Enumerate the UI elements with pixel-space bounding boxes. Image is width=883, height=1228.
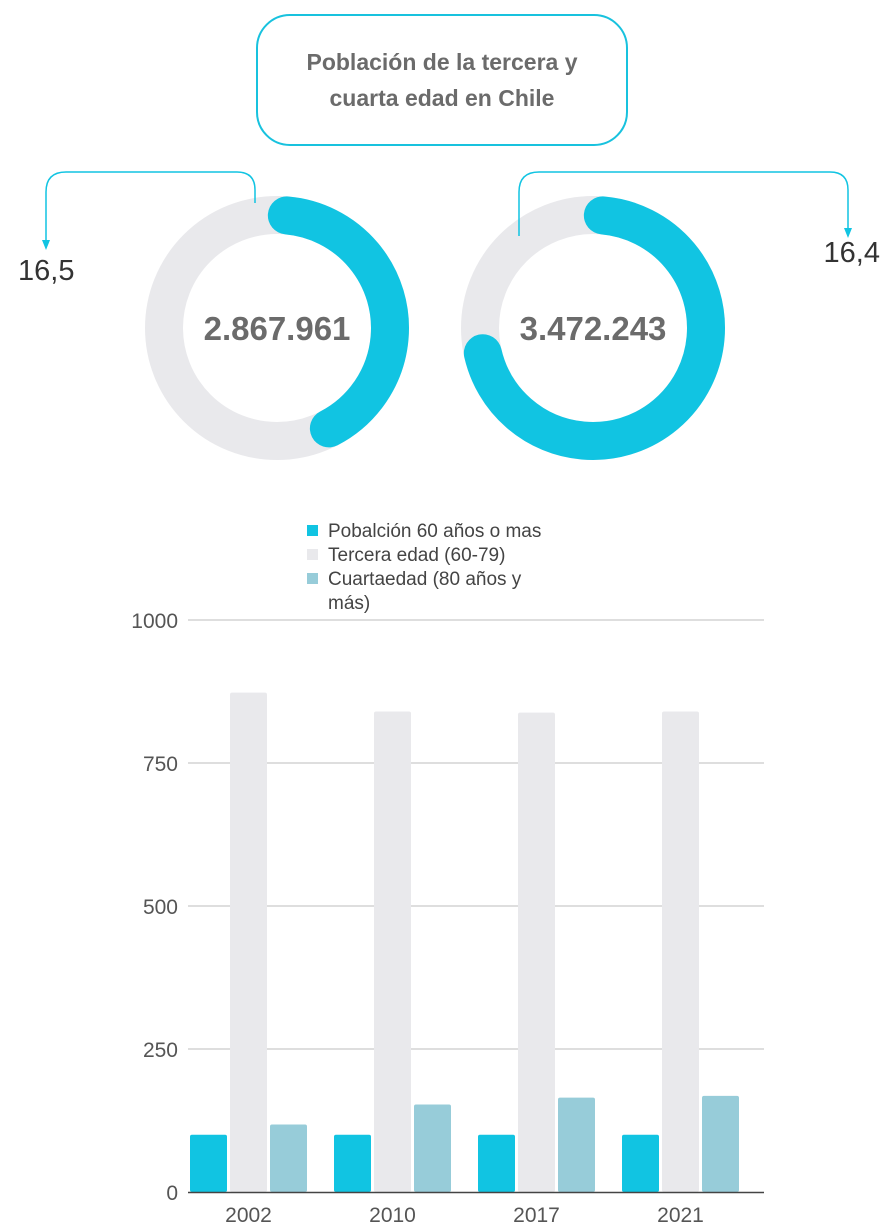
bar-2017-series-1 <box>478 1134 515 1192</box>
legend: Pobalción 60 años o mas Tercera edad (60-… <box>307 521 541 614</box>
y-tick-label: 1000 <box>131 610 178 633</box>
legend-swatch <box>307 549 318 560</box>
bar-2021-series-3 <box>702 1095 739 1192</box>
legend-label: Tercera edad (60-79) <box>328 545 505 566</box>
bar-2010-series-1 <box>334 1134 371 1192</box>
donut-side-value: 16,4 <box>824 237 880 269</box>
arrow-down-icon <box>844 228 852 238</box>
donut-side-value: 16,5 <box>18 255 74 287</box>
y-tick-label: 0 <box>166 1182 178 1205</box>
donut-fill-arc <box>145 196 409 460</box>
page-title: Población de la tercera y cuarta edad en… <box>306 49 578 111</box>
donut-1: 2.867.961 16,5 <box>18 171 409 460</box>
title-box: Población de la tercera y cuarta edad en… <box>256 14 628 146</box>
connector-line-left <box>45 171 256 244</box>
x-tick-label: 2002 <box>225 1204 272 1227</box>
y-tick-label: 750 <box>143 753 178 776</box>
legend-label-continued: más) <box>328 593 370 614</box>
arrow-down-icon <box>42 240 50 250</box>
y-tick-label: 250 <box>143 1039 178 1062</box>
bar-2002-series-1 <box>190 1134 227 1192</box>
x-tick-label: 2010 <box>369 1204 416 1227</box>
bar-2021-series-2 <box>662 711 699 1192</box>
donut-center-value: 2.867.961 <box>204 310 351 347</box>
legend-label: Cuartaedad (80 años y <box>328 569 522 590</box>
bar-2021-series-1 <box>622 1134 659 1192</box>
legend-label: Pobalción 60 años o mas <box>328 521 541 542</box>
x-tick-label: 2017 <box>513 1204 560 1227</box>
donut-center-value: 3.472.243 <box>520 310 667 347</box>
donut-2: 3.472.243 16,4 <box>461 171 880 460</box>
bar-2017-series-3 <box>558 1097 595 1192</box>
donut-fill-arc <box>461 196 725 460</box>
x-tick-label: 2021 <box>657 1204 704 1227</box>
bar-2010-series-3 <box>414 1104 451 1192</box>
legend-swatch <box>307 525 318 536</box>
legend-swatch <box>307 573 318 584</box>
y-tick-label: 500 <box>143 896 178 919</box>
bar-2002-series-2 <box>230 692 267 1192</box>
bar-2002-series-3 <box>270 1124 307 1192</box>
connector-line-right <box>518 171 849 236</box>
bar-chart: 0 250 500 750 1000 2002 2010 2017 2021 Pobalción … <box>131 521 764 1227</box>
bar-2017-series-2 <box>518 712 555 1192</box>
bar-2010-series-2 <box>374 711 411 1192</box>
